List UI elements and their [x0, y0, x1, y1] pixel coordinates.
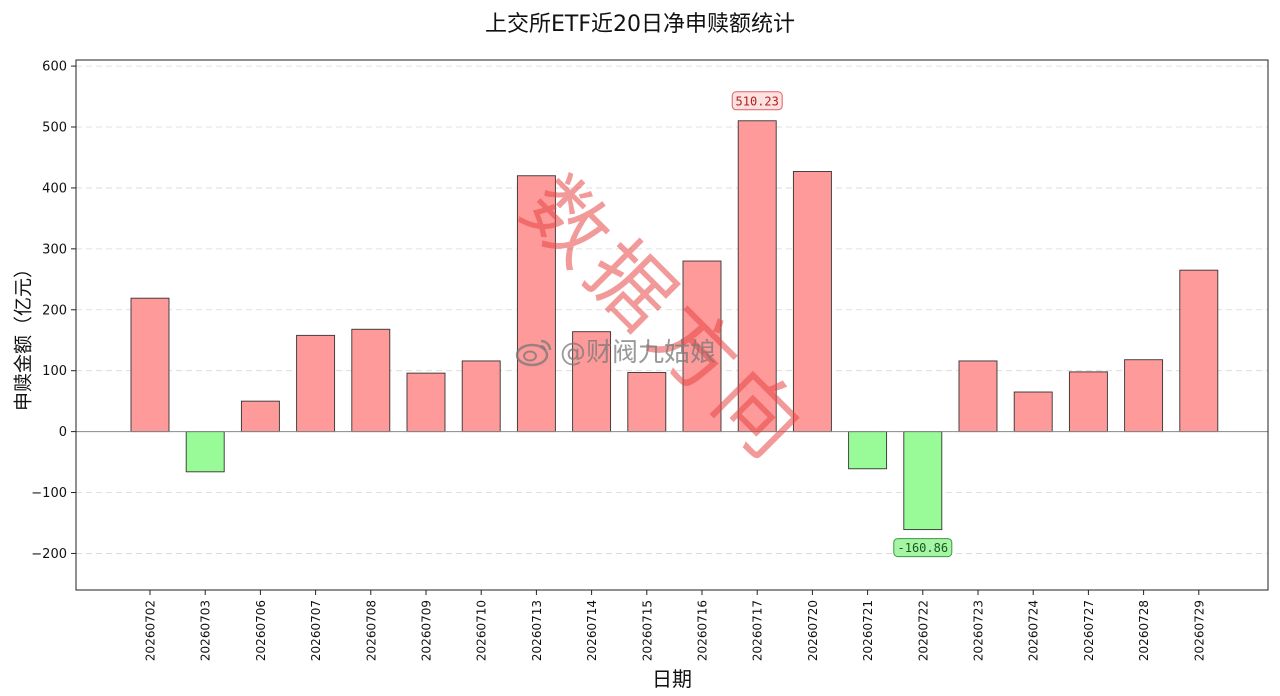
y-tick-label: 0: [59, 425, 67, 440]
bar: [682, 260, 722, 433]
bar: [185, 431, 225, 473]
bar: [1013, 391, 1053, 433]
bar: [351, 328, 391, 433]
bar: [958, 360, 998, 433]
x-tick-label: 20260707: [309, 600, 323, 661]
y-tick-label: 600: [42, 60, 67, 75]
bar: [792, 171, 832, 433]
x-tick-label: 20260710: [475, 600, 489, 661]
bar: [848, 431, 888, 470]
y-tick-label: −200: [31, 547, 67, 562]
x-tick-label: 20260728: [1137, 600, 1151, 661]
x-tick-label: 20260724: [1027, 600, 1041, 661]
x-axis-label: 日期: [652, 667, 692, 691]
bar: [1068, 371, 1108, 433]
bar: [737, 120, 777, 433]
x-tick-label: 20260717: [751, 600, 765, 661]
x-tick-label: 20260727: [1082, 600, 1096, 661]
x-tick-label: 20260703: [199, 600, 213, 661]
y-tick-label: 100: [42, 364, 67, 379]
bar: [461, 360, 501, 433]
bar: [1179, 269, 1219, 433]
bar: [130, 297, 170, 433]
bar: [516, 175, 556, 433]
x-tick-label: 20260721: [861, 600, 875, 661]
weibo-watermark: @财阀九姑娘: [514, 332, 716, 369]
x-tick-label: 20260723: [972, 600, 986, 661]
y-tick-label: 400: [42, 181, 67, 196]
max-value-callout: [731, 91, 783, 111]
x-tick-label: 20260716: [696, 600, 710, 661]
bar: [296, 334, 336, 433]
x-tick-label: 20260713: [530, 600, 544, 661]
x-tick-label: 20260709: [420, 600, 434, 661]
bar: [903, 431, 943, 531]
bar: [406, 372, 446, 433]
y-tick-label: 200: [42, 303, 67, 318]
y-axis-label: 申赎金额（亿元）: [12, 258, 35, 412]
x-tick-label: 20260702: [144, 600, 158, 661]
chart-title: 上交所ETF近20日净申赎额统计: [485, 12, 795, 37]
x-tick-label: 20260714: [585, 600, 599, 661]
max-value-label: 510.23: [736, 94, 779, 108]
x-tick-label: 20260708: [364, 600, 378, 661]
x-tick-label: 20260722: [916, 600, 930, 661]
bar: [1124, 359, 1164, 433]
bar: [240, 400, 280, 433]
weibo-handle: @财阀九姑娘: [560, 338, 717, 368]
y-tick-label: 300: [42, 242, 67, 257]
y-tick-label: 500: [42, 121, 67, 136]
x-tick-label: 20260729: [1192, 600, 1206, 661]
x-tick-label: 20260706: [254, 600, 268, 661]
bar: [627, 372, 667, 433]
min-value-label: -160.86: [898, 541, 949, 555]
x-tick-label: 20260715: [640, 600, 654, 661]
y-tick-label: −100: [31, 486, 67, 501]
weibo-logo-icon: [515, 339, 552, 366]
plot-frame: [75, 59, 1269, 591]
x-tick-label: 20260720: [806, 600, 820, 661]
min-value-callout: [893, 538, 953, 558]
